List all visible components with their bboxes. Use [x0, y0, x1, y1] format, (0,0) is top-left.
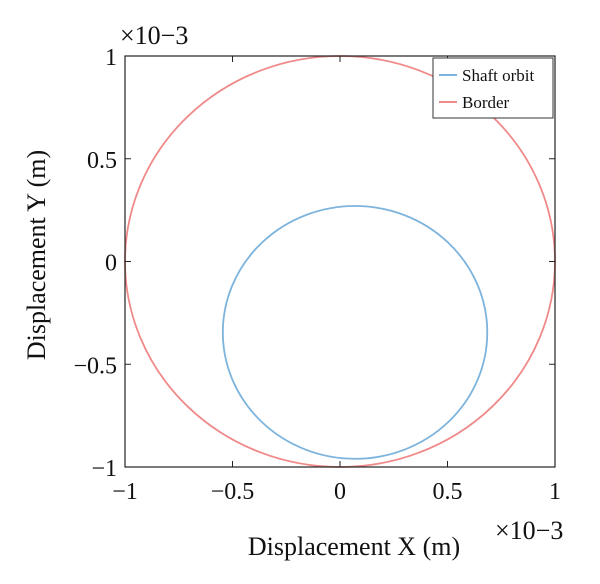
- legend: Shaft orbit Border: [432, 57, 554, 119]
- x-tick-label: −0.5: [211, 479, 255, 505]
- x-tick-label: −1: [112, 479, 138, 505]
- y-tick-label: −0.5: [73, 353, 117, 379]
- x-axis-multiplier: ×10−3: [495, 516, 563, 545]
- legend-box: [432, 57, 554, 119]
- x-tick-label: 0: [334, 479, 346, 505]
- series-shaft-orbit: [221, 205, 489, 460]
- ticks-layer: −1 −0.5 0 0.5 1 −1 −0.5 0 0.5 1: [73, 45, 561, 505]
- x-tick-label: 1: [549, 479, 561, 505]
- x-tick-label: 0.5: [433, 479, 463, 505]
- y-axis-multiplier: ×10−3: [120, 21, 188, 50]
- y-tick-label: −1: [91, 456, 117, 482]
- x-axis-title: Displacement X (m): [248, 532, 460, 561]
- y-tick-label: 1: [105, 45, 117, 71]
- legend-label-shaft-orbit: Shaft orbit: [462, 66, 535, 85]
- legend-label-border: Border: [462, 93, 510, 112]
- y-axis-title: Displacement Y (m): [22, 150, 51, 360]
- y-tick-label: 0.5: [87, 148, 117, 174]
- y-tick-label: 0: [105, 251, 117, 277]
